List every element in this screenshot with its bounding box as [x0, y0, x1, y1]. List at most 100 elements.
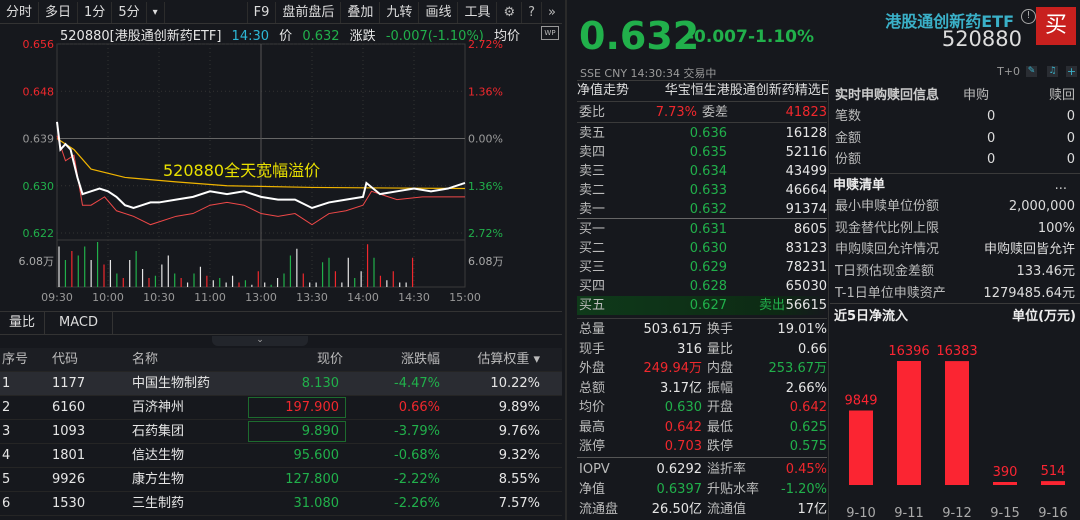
period-tab-3[interactable]: 5分: [112, 2, 147, 23]
flow-bar: [1041, 481, 1065, 485]
creation-list-row-cell: 1279485.64元: [983, 285, 1075, 301]
cell-no: 3: [2, 424, 11, 439]
stat-row-cell: 内盘: [707, 361, 734, 376]
tool-button-2[interactable]: 叠加: [340, 2, 379, 23]
more-periods-dropdown[interactable]: ▾: [147, 2, 165, 23]
info-chg: -0.007(-1.10%): [385, 29, 484, 44]
constituents-table: 序号 代码 名称 现价 涨跌幅 估算权重 ▾ 1 1177 中国生物制药 8.130 -4.47% 1…: [0, 348, 562, 516]
chevrons-right-icon[interactable]: »: [541, 2, 562, 23]
avg-price-line: [56, 137, 466, 190]
column-header[interactable]: 估算权重 ▾: [477, 352, 540, 367]
bid-level: 买二 0.630 83123: [577, 239, 827, 258]
stat-row: 现手 316 量比 0.66: [577, 340, 827, 359]
creation-header-cell: 实时申购赎回信息: [835, 88, 940, 103]
cell-w: 9.32%: [498, 448, 540, 463]
cell-chg: -2.26%: [394, 496, 440, 511]
bell-icon[interactable]: ♫: [1047, 66, 1058, 77]
creation-row-cell: 0: [987, 152, 996, 167]
stat-row-cell: 振幅: [707, 380, 734, 396]
commission-ratio-row-cell: 委差: [702, 105, 729, 120]
tab-macd[interactable]: MACD: [45, 312, 113, 334]
table-row[interactable]: 3 1093 石药集团 9.890 -3.79% 9.76%: [0, 420, 562, 444]
tool-button-3[interactable]: 九转: [379, 2, 418, 23]
bid-level-cell: 买一: [579, 222, 606, 237]
vol-label-left: 6.08万: [19, 255, 55, 268]
column-header[interactable]: 代码: [52, 352, 79, 367]
add-icon[interactable]: +: [1066, 65, 1077, 78]
column-header[interactable]: 现价: [316, 352, 343, 367]
cell-name: 石药集团: [132, 424, 185, 439]
ask-level-cell: 卖一: [579, 202, 606, 217]
creation-list-row-cell: 133.46元: [1016, 264, 1076, 280]
stat-row-cell: 0.6397: [656, 482, 703, 497]
period-tab-0[interactable]: 分时: [0, 2, 40, 23]
flow-title: 近5日净流入: [834, 308, 908, 324]
period-tab-2[interactable]: 1分: [78, 2, 113, 23]
wp-icon[interactable]: WP: [541, 26, 559, 40]
bid-level-cell: 83123: [785, 241, 827, 256]
stat-row-cell: 0.642: [664, 419, 702, 435]
y-tick-right: 2.72%: [468, 38, 503, 51]
ask-level-cell: 卖二: [579, 183, 606, 198]
ask-level: 卖三 0.634 43499: [577, 162, 827, 181]
last-price: 0.632: [579, 14, 700, 58]
tool-button-4[interactable]: 画线: [418, 2, 457, 23]
bid-level: 买一 0.631 8605: [577, 220, 827, 239]
stat-row-cell: 总量: [579, 322, 606, 337]
table-row[interactable]: 5 9926 康方生物 127.800 -2.22% 8.55%: [0, 468, 562, 492]
cell-w: 8.55%: [498, 472, 540, 487]
ask-level-cell: 卖五: [579, 126, 606, 141]
stat-row-cell: 249.94万: [643, 361, 703, 376]
stat-row-cell: 0.703: [664, 439, 702, 454]
tool-button-5[interactable]: 工具: [457, 2, 496, 23]
creation-list-row: T日预估现金差额 133.46元: [835, 262, 1079, 281]
stat-row: IOPV 0.6292 溢折率 0.45%: [577, 460, 827, 479]
buy-button[interactable]: 买: [1036, 7, 1076, 45]
creation-list-row-cell: 2,000,000: [1008, 199, 1075, 214]
stat-row-cell: 外盘: [579, 361, 606, 376]
table-row[interactable]: 1 1177 中国生物制药 8.130 -4.47% 10.22%: [0, 372, 562, 396]
creation-list-row: 申购赎回允许情况 申购赎回皆允许: [835, 240, 1079, 259]
nav-trend-row[interactable]: 净值走势 华宝恒生港股通创新药精选E: [577, 81, 829, 100]
stat-row-cell: 流通值: [707, 502, 747, 517]
stat-row-cell: 17亿: [797, 502, 827, 517]
flow-value: 390: [993, 465, 1018, 480]
cell-w: 7.57%: [498, 496, 540, 511]
help-icon[interactable]: ?: [521, 2, 541, 23]
ask-level-cell: 46664: [785, 183, 827, 198]
creation-list-header: 申赎清单...: [833, 176, 1079, 195]
stat-row: 净值 0.6397 升贴水率 -1.20%: [577, 480, 827, 499]
stat-row-cell: 0.642: [789, 400, 827, 415]
cell-no: 6: [2, 496, 11, 511]
table-row[interactable]: 4 1801 信达生物 95.600 -0.68% 9.32%: [0, 444, 562, 468]
period-tab-1[interactable]: 多日: [39, 2, 79, 23]
column-header[interactable]: 名称: [132, 352, 159, 367]
y-tick-right: 2.72%: [468, 227, 503, 240]
tab-volume-ratio[interactable]: 量比: [0, 312, 46, 334]
creation-list-row: 最小申赎单位份额 2,000,000: [835, 197, 1079, 216]
quote-panel: 0.632 -0.007 -1.10% 港股通创新药ETF ! 520880 买…: [565, 0, 1080, 520]
table-row[interactable]: 2 6160 百济神州 197.900 0.66% 9.89%: [0, 396, 562, 420]
intraday-chart: 0.656 2.72% 0.648 1.36% 0.639 0.00% 0.630 1.36%…: [19, 38, 504, 304]
flow-date: 9-11: [894, 506, 924, 520]
info-icon[interactable]: !: [1021, 9, 1036, 24]
tool-button-1[interactable]: 盘前盘后: [275, 2, 340, 23]
column-header[interactable]: 序号: [2, 352, 29, 367]
y-tick-left: 0.656: [23, 38, 55, 51]
x-tick: 09:30: [41, 291, 73, 304]
bid-level-cell: 0.631: [689, 222, 727, 237]
stat-row-cell: 503.61万: [643, 322, 703, 337]
table-row[interactable]: 6 1530 三生制药 31.080 -2.26% 7.57%: [0, 492, 562, 516]
ask-level-cell: 43499: [785, 164, 827, 179]
ask-level-cell: 0.633: [689, 183, 727, 198]
cell-code: 1530: [52, 496, 86, 511]
edit-icon[interactable]: ✎: [1026, 66, 1037, 77]
gear-icon[interactable]: ⚙: [496, 2, 521, 23]
chart-toolbar: 分时 多日 1分 5分 ▾ F9 盘前盘后 叠加 九转 画线 工具 ⚙?»: [0, 2, 562, 24]
cell-no: 5: [2, 472, 11, 487]
stat-row-cell: 溢折率: [707, 462, 747, 477]
tool-button-0[interactable]: F9: [246, 2, 276, 23]
creation-row-cell: 0: [1066, 152, 1075, 167]
column-header[interactable]: 涨跌幅: [400, 352, 440, 367]
expand-handle[interactable]: ⌄: [212, 336, 308, 346]
